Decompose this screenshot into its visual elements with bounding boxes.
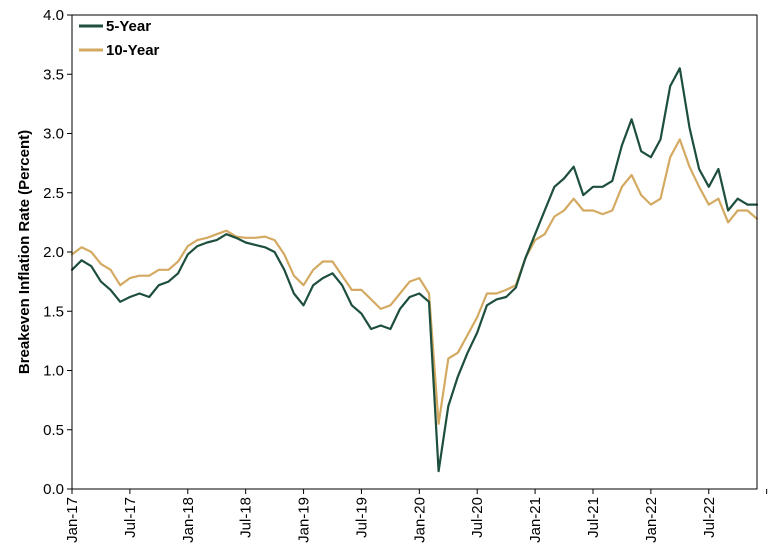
series-line-0: [70, 67, 759, 473]
y-axis-title: Breakeven Inflation Rate (Percent): [16, 130, 33, 374]
x-tick-label: Jan-20: [411, 497, 428, 543]
x-tick-label: Jul-19: [353, 497, 370, 538]
legend-label: 10-Year: [106, 42, 160, 59]
y-tick-label: 3.0: [43, 126, 64, 143]
y-tick-label: 3.5: [43, 66, 64, 83]
x-tick-label: Jan-21: [527, 497, 544, 543]
y-tick-label: 0.0: [43, 481, 64, 498]
legend-label: 5-Year: [106, 18, 151, 35]
series-line-1: [70, 138, 759, 425]
y-axis: 0.0 0.5 1.0 1.5 2.0 2.5 3.0 3.5 4.0: [43, 7, 72, 498]
plot-area: [70, 67, 759, 473]
legend: 5-Year 10-Year: [79, 18, 160, 59]
plot-frame: [71, 14, 758, 490]
y-tick-label: 4.0: [43, 7, 64, 24]
y-tick-label: 2.0: [43, 244, 64, 261]
x-tick-label: Jan-19: [296, 497, 313, 543]
x-tick-label: Jul-22: [701, 497, 718, 538]
x-tick-label: Jul-20: [469, 497, 486, 538]
x-tick-label: Jul-18: [238, 497, 255, 538]
y-tick-label: 0.5: [43, 422, 64, 439]
x-tick-label: Jan-17: [64, 497, 81, 543]
y-tick-label: 1.0: [43, 363, 64, 380]
x-tick-label: Jan-18: [180, 497, 197, 543]
x-tick-label: Jul-21: [585, 497, 602, 538]
x-axis: Jan-17 Jul-17 Jan-18 Jul-18 Jan-19 Jul-19 Jan-…: [64, 489, 768, 543]
x-tick-label: Jan-22: [643, 497, 660, 543]
y-tick-label: 1.5: [43, 303, 64, 320]
y-tick-label: 2.5: [43, 185, 64, 202]
x-tick-label: Jul-17: [122, 497, 139, 538]
